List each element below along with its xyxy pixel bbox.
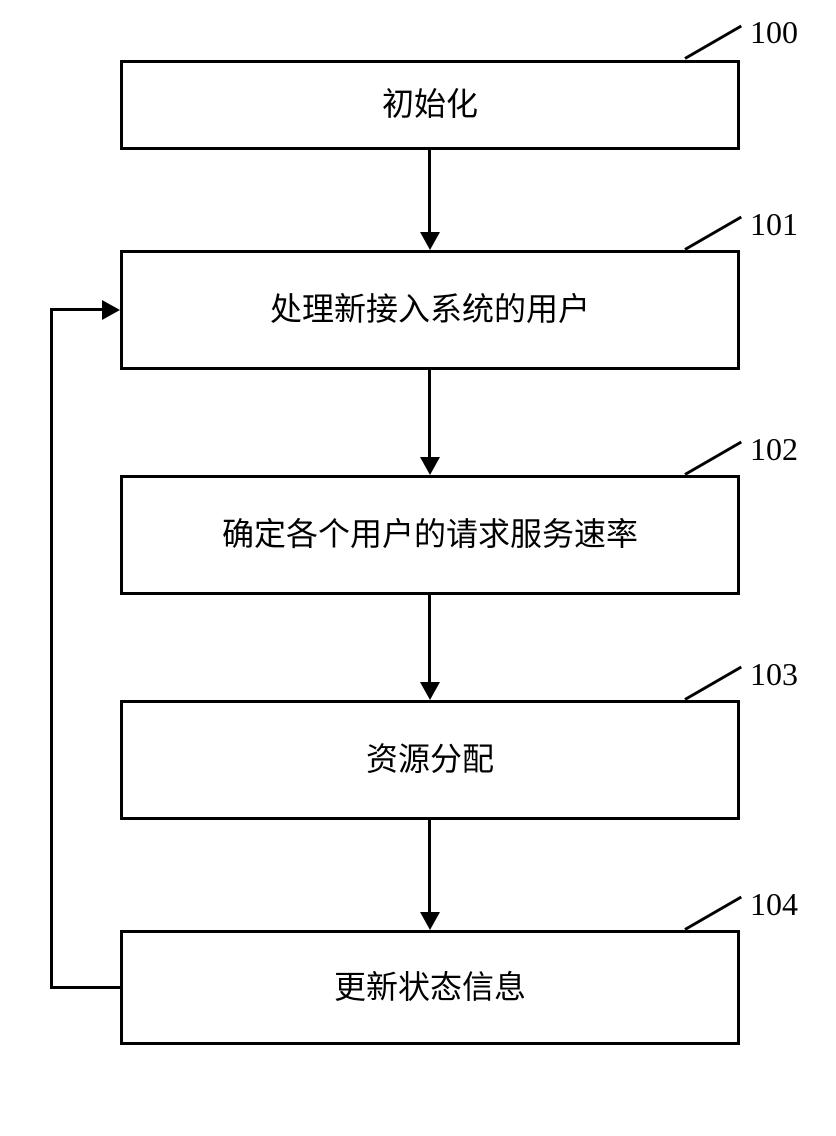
- arrow-head-102-103: [420, 682, 440, 700]
- node-100: 初始化: [120, 60, 740, 150]
- node-101: 处理新接入系统的用户: [120, 250, 740, 370]
- arrow-head-100-101: [420, 232, 440, 250]
- loop-line-h2: [50, 308, 102, 311]
- node-104: 更新状态信息: [120, 930, 740, 1045]
- ref-104: 104: [750, 886, 798, 923]
- node-103-label: 资源分配: [358, 731, 502, 789]
- node-100-label: 初始化: [374, 76, 486, 134]
- node-102-label: 确定各个用户的请求服务速率: [214, 506, 646, 564]
- ref-101: 101: [750, 206, 798, 243]
- node-103: 资源分配: [120, 700, 740, 820]
- ref-103: 103: [750, 656, 798, 693]
- ref-line-104: [684, 896, 742, 931]
- ref-100: 100: [750, 14, 798, 51]
- ref-line-102: [684, 441, 742, 476]
- ref-line-101: [684, 216, 742, 251]
- loop-line-h1: [50, 986, 120, 989]
- node-104-label: 更新状态信息: [326, 959, 534, 1017]
- arrow-head-103-104: [420, 912, 440, 930]
- ref-line-100: [684, 25, 742, 60]
- loop-arrow-head: [102, 300, 120, 320]
- arrow-102-103: [428, 595, 431, 682]
- arrow-101-102: [428, 370, 431, 457]
- arrow-100-101: [428, 150, 431, 232]
- ref-line-103: [684, 666, 742, 701]
- node-101-label: 处理新接入系统的用户: [262, 281, 598, 339]
- arrow-103-104: [428, 820, 431, 912]
- node-102: 确定各个用户的请求服务速率: [120, 475, 740, 595]
- arrow-head-101-102: [420, 457, 440, 475]
- ref-102: 102: [750, 431, 798, 468]
- loop-line-v: [50, 308, 53, 989]
